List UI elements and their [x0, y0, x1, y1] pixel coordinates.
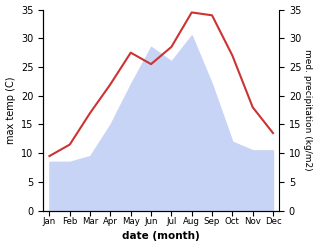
X-axis label: date (month): date (month)	[122, 231, 200, 242]
Y-axis label: med. precipitation (kg/m2): med. precipitation (kg/m2)	[303, 49, 313, 171]
Y-axis label: max temp (C): max temp (C)	[5, 76, 16, 144]
